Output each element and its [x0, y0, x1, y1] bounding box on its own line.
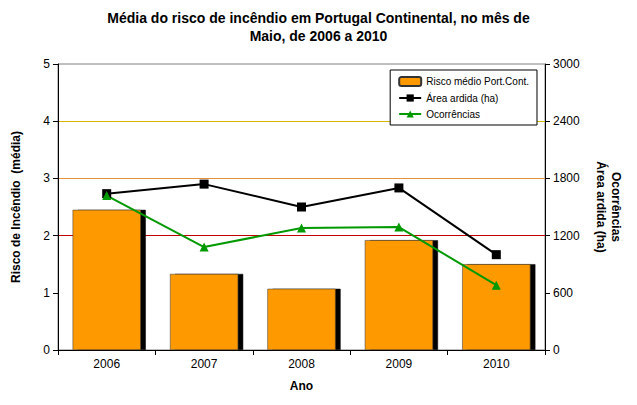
svg-text:0: 0 [553, 343, 560, 357]
svg-text:2010: 2010 [483, 357, 510, 371]
svg-text:2: 2 [43, 229, 50, 243]
svg-text:2006: 2006 [93, 357, 120, 371]
svg-text:3000: 3000 [553, 57, 580, 71]
svg-text:2007: 2007 [191, 357, 218, 371]
svg-text:Média do risco de incêndio em: Média do risco de incêndio em Portugal C… [107, 10, 530, 26]
svg-text:Ocorrências: Ocorrências [426, 109, 480, 120]
svg-text:600: 600 [553, 286, 573, 300]
svg-text:Ocorrências: Ocorrências [609, 172, 623, 242]
svg-text:4: 4 [43, 114, 50, 128]
svg-text:Maio, de 2006 a 2010: Maio, de 2006 a 2010 [250, 28, 388, 44]
svg-text:Risco de Incêndio (média): Risco de Incêndio (média) [9, 131, 23, 283]
svg-text:1200: 1200 [553, 229, 580, 243]
svg-text:1: 1 [43, 286, 50, 300]
svg-text:2400: 2400 [553, 114, 580, 128]
svg-text:0: 0 [43, 343, 50, 357]
svg-text:Ano: Ano [290, 379, 313, 393]
svg-text:3: 3 [43, 171, 50, 185]
svg-text:5: 5 [43, 57, 50, 71]
svg-text:Área ardida (ha): Área ardida (ha) [426, 92, 498, 104]
svg-text:Risco médio Port.Cont.: Risco médio Port.Cont. [426, 76, 529, 87]
svg-text:1800: 1800 [553, 171, 580, 185]
svg-text:Área ardida (ha): Área ardida (ha) [594, 161, 609, 252]
svg-text:2008: 2008 [288, 357, 315, 371]
svg-text:2009: 2009 [386, 357, 413, 371]
